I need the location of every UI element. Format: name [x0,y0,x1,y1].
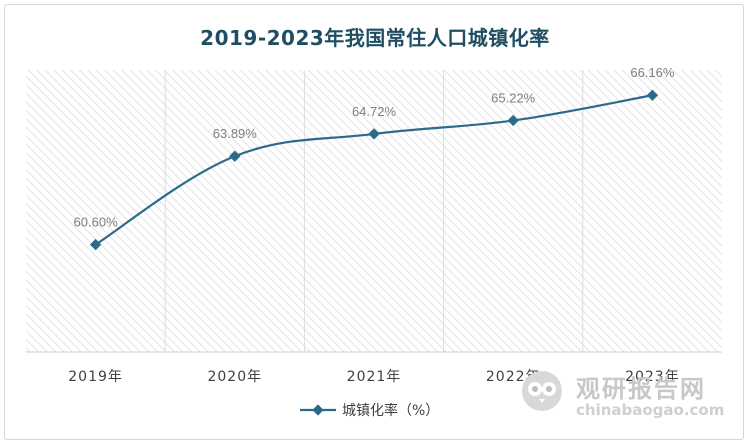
data-label: 63.89% [213,126,258,141]
data-point [368,128,380,140]
legend-marker-swatch [312,404,324,416]
x-tick-label: 2019年 [68,369,123,385]
x-tick-label: 2023年 [625,369,680,385]
data-label: 65.22% [491,90,536,105]
watermark: 观研报告网 chinabaogao.com [520,365,740,435]
data-label: 64.72% [352,104,397,119]
owl-logo-icon [522,371,562,411]
chart-title: 2019-2023年我国常住人口城镇化率 [200,26,550,50]
x-tick-label: 2020年 [207,369,262,385]
watermark-url: chinabaogao.com [576,401,725,419]
data-label: 60.60% [74,215,119,230]
data-label: 66.16% [630,65,675,80]
watermark-name: 观研报告网 [576,375,706,403]
x-tick-label: 2021年 [347,369,402,385]
data-point [229,150,241,162]
legend: 城镇化率（%） [300,402,439,419]
legend-label: 城镇化率（%） [342,402,439,419]
